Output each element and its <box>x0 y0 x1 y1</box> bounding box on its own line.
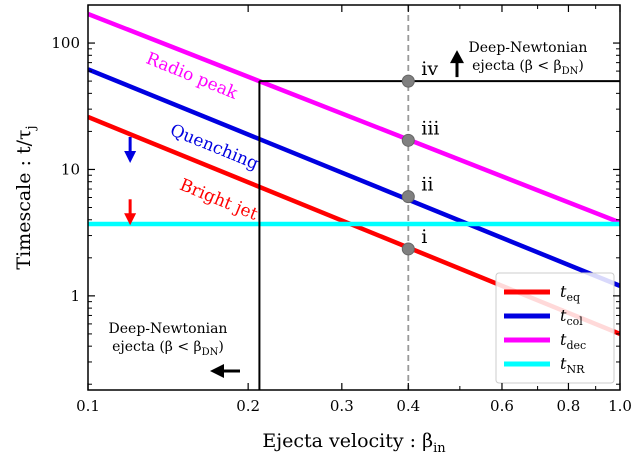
y-tick-label: 100 <box>51 34 80 52</box>
dn-arrow-left-head <box>210 364 224 378</box>
x-tick-label: 0.1 <box>76 397 100 415</box>
marker-label-ii: ii <box>421 174 433 196</box>
marker-label-iv: iv <box>421 58 438 80</box>
dn-arrow-up-head <box>450 50 464 64</box>
annotation-line2-sub: DN <box>202 347 219 358</box>
y-axis-label: Timescale : t/τj <box>13 125 39 269</box>
marker-iv <box>401 74 415 88</box>
annotation-bottom-left-line1: Deep-Newtonian <box>109 321 228 337</box>
x-axis-label: Ejecta velocity : βin <box>262 430 446 456</box>
annotation-line2-text: ejecta (β < β <box>472 58 561 74</box>
marker-label-i: i <box>421 226 427 248</box>
y-axis-label-main: Timescale : t/τ <box>13 129 35 269</box>
annotation-line2-end: ) <box>218 339 223 355</box>
legend-label-sub: eq <box>566 291 580 304</box>
marker-ii <box>401 190 415 204</box>
legend-label-eq: teq <box>560 282 580 304</box>
legend-label-main: t <box>560 354 567 373</box>
legend-label-main: t <box>560 330 567 349</box>
x-tick-label: 0.2 <box>236 397 260 415</box>
annotation-top-right-line1: Deep-Newtonian <box>469 40 588 56</box>
legend-label-main: t <box>560 306 567 325</box>
legend-label-sub: NR <box>566 363 585 376</box>
annotation-line2-sub: DN <box>562 66 579 77</box>
reference-layer <box>258 80 620 390</box>
bright-jet-arrow-head <box>124 213 137 226</box>
annotation-top-right-line2: ejecta (β < βDN) <box>472 58 584 77</box>
y-tick-label: 10 <box>61 160 80 178</box>
legend-label-dec: tdec <box>560 330 586 352</box>
legend-label-nr: tNR <box>560 354 585 376</box>
quenching-arrow-head <box>124 150 137 163</box>
marker-label-iii: iii <box>421 117 439 139</box>
x-axis-label-main: Ejecta velocity : β <box>262 430 433 452</box>
x-tick-label: 1.0 <box>608 397 632 415</box>
series-line-col <box>88 67 620 288</box>
y-axis-label-sub: j <box>24 125 39 131</box>
x-axis-label-sub: in <box>433 441 446 456</box>
legend-label-main: t <box>560 282 567 301</box>
series-line-dec <box>88 11 620 225</box>
x-tick-label: 0.4 <box>396 397 420 415</box>
axes: 0.1 0.2 0.3 0.4 0.6 0.8 1.0 1 10 100 Ejecta veloci… <box>13 4 632 456</box>
legend-label-col: tcol <box>560 306 583 328</box>
x-tick-label: 0.6 <box>490 397 514 415</box>
x-tick-label: 0.3 <box>330 397 354 415</box>
legend-label-sub: col <box>566 315 583 328</box>
annotation-bottom-left-line2: ejecta (β < βDN) <box>112 339 224 358</box>
marker-iii <box>401 133 415 147</box>
legend-label-sub: dec <box>566 339 586 352</box>
marker-i <box>401 242 415 256</box>
y-tick-label: 1 <box>70 287 80 305</box>
annotation-line2-text: ejecta (β < β <box>112 339 201 355</box>
annotation-line2-end: ) <box>578 58 583 74</box>
legend-box <box>495 272 615 384</box>
x-tick-label: 0.8 <box>557 397 581 415</box>
